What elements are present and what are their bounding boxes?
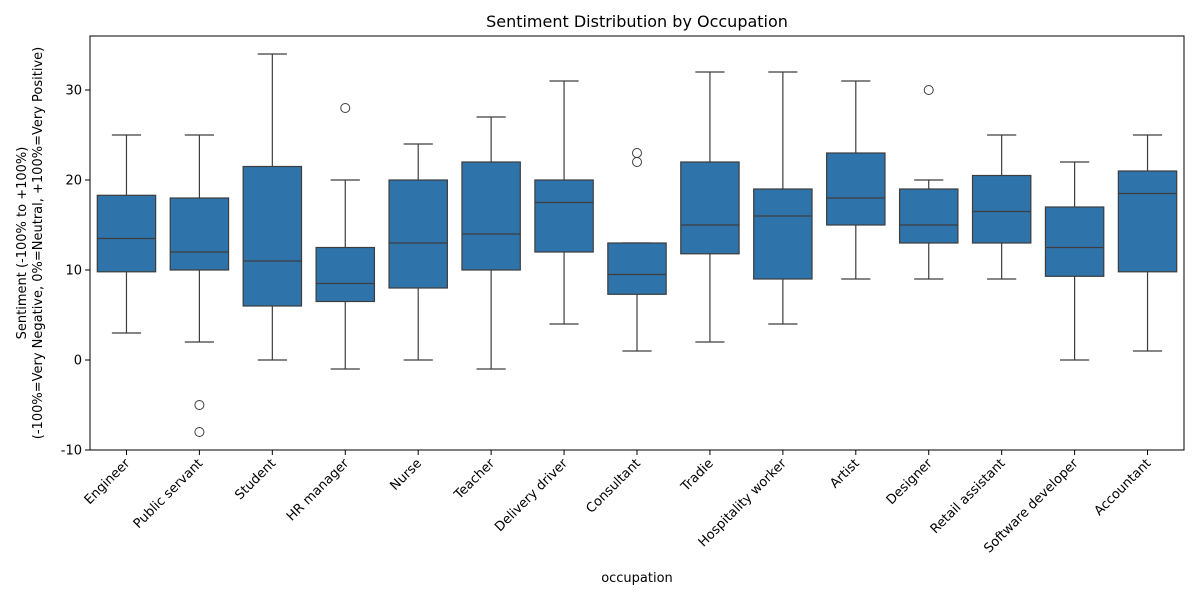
iqr-box bbox=[1117, 170, 1178, 273]
plot-frame bbox=[89, 35, 1185, 451]
x-tick-label: Retail assistant bbox=[928, 456, 1009, 537]
y-tick-label: 20 bbox=[65, 174, 82, 189]
iqr-box bbox=[388, 179, 448, 289]
box-group bbox=[96, 134, 157, 334]
x-tick-label: Consultant bbox=[584, 456, 644, 516]
x-tick-label: Designer bbox=[884, 456, 936, 508]
outlier-point bbox=[632, 148, 642, 158]
box-group bbox=[753, 71, 813, 325]
box-group bbox=[315, 103, 376, 370]
outlier-point bbox=[923, 85, 934, 95]
x-tick-label: Student bbox=[232, 456, 279, 503]
iqr-box bbox=[898, 188, 959, 244]
box-group bbox=[971, 134, 1032, 280]
x-tick-label: Nurse bbox=[387, 456, 425, 494]
outlier-point bbox=[194, 400, 205, 410]
iqr-box bbox=[461, 161, 521, 271]
box-group bbox=[534, 80, 594, 325]
iqr-box bbox=[971, 174, 1032, 244]
x-tick-label: Public servant bbox=[131, 456, 206, 531]
x-tick-label: Teacher bbox=[451, 456, 498, 503]
iqr-box bbox=[1044, 206, 1105, 277]
x-axis-label: occupation bbox=[601, 571, 673, 586]
y-tick-label: -10 bbox=[61, 444, 82, 459]
outlier-point bbox=[194, 427, 205, 437]
box-group bbox=[461, 116, 521, 370]
x-tick-label: Delivery driver bbox=[492, 456, 571, 535]
iqr-box bbox=[753, 188, 813, 280]
y-axis: -10 0 10 20 30 bbox=[61, 84, 90, 459]
outlier-point bbox=[632, 157, 642, 167]
iqr-box bbox=[534, 179, 594, 253]
y-tick-label: 10 bbox=[65, 264, 82, 279]
box-group bbox=[898, 85, 959, 280]
outlier-point bbox=[340, 103, 351, 113]
box-group bbox=[388, 143, 448, 361]
chart-title: Sentiment Distribution by Occupation bbox=[486, 12, 788, 31]
iqr-box bbox=[680, 161, 740, 255]
boxes bbox=[96, 53, 1178, 437]
box-group bbox=[1044, 161, 1105, 361]
y-tick-label: 0 bbox=[74, 354, 82, 369]
box-group bbox=[607, 148, 667, 352]
iqr-box bbox=[96, 194, 157, 273]
box-group bbox=[680, 71, 740, 343]
box-group bbox=[242, 53, 303, 361]
x-tick-label: HR manager bbox=[284, 456, 353, 525]
y-axis-label-line2: (-100%=Very Negative, 0%=Neutral, +100%=… bbox=[31, 47, 46, 439]
iqr-box bbox=[826, 152, 886, 226]
iqr-box bbox=[169, 197, 230, 271]
iqr-box bbox=[242, 165, 303, 307]
x-tick-label: Artist bbox=[827, 456, 862, 491]
box-group bbox=[1117, 134, 1178, 352]
x-tick-label: Tradie bbox=[678, 456, 717, 495]
y-axis-label-line1: Sentiment (-100% to +100%) bbox=[15, 147, 30, 340]
y-tick-label: 30 bbox=[65, 84, 82, 99]
box-group bbox=[826, 80, 886, 280]
x-tick-label: Accountant bbox=[1092, 456, 1155, 519]
iqr-box bbox=[315, 246, 376, 303]
iqr-box bbox=[607, 242, 667, 295]
box-group bbox=[169, 134, 230, 437]
x-tick-label: Engineer bbox=[82, 456, 134, 508]
